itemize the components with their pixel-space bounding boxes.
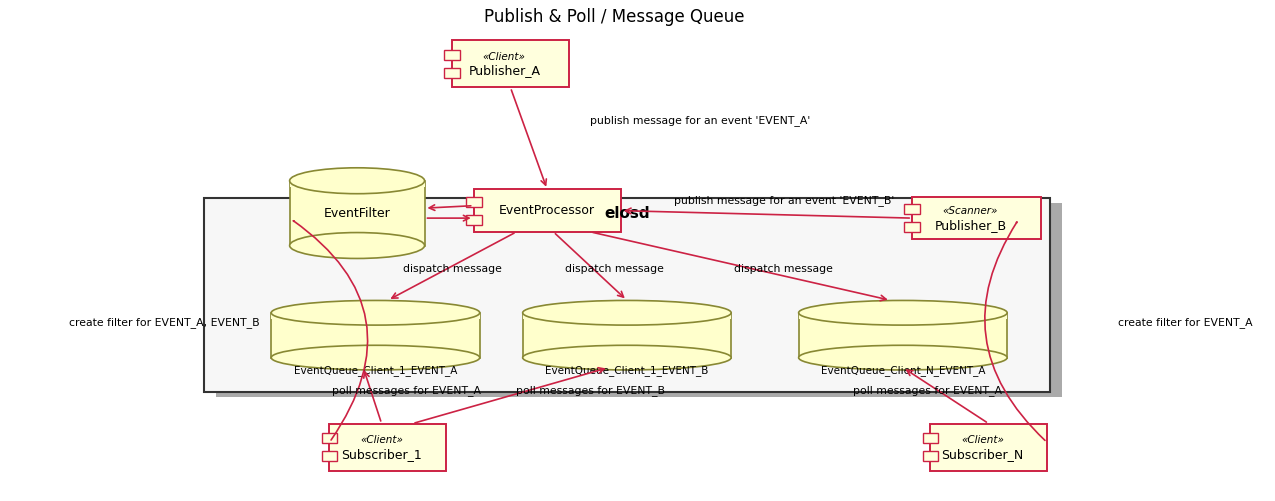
FancyBboxPatch shape xyxy=(473,189,621,232)
Bar xyxy=(798,312,1007,319)
FancyBboxPatch shape xyxy=(904,222,921,232)
Bar xyxy=(523,312,731,319)
Text: elosd: elosd xyxy=(604,205,650,220)
FancyBboxPatch shape xyxy=(923,451,938,461)
Text: Publish & Poll / Message Queue: Publish & Poll / Message Queue xyxy=(484,9,745,27)
Text: EventQueue_Client_1_EVENT_A: EventQueue_Client_1_EVENT_A xyxy=(293,365,458,376)
Text: «Client»: «Client» xyxy=(483,52,525,62)
Ellipse shape xyxy=(272,345,479,370)
Bar xyxy=(798,313,1007,358)
FancyArrowPatch shape xyxy=(984,222,1046,440)
FancyBboxPatch shape xyxy=(444,68,460,78)
FancyBboxPatch shape xyxy=(931,424,1047,471)
Bar xyxy=(272,313,479,358)
FancyBboxPatch shape xyxy=(912,197,1040,239)
FancyBboxPatch shape xyxy=(465,197,482,206)
Text: dispatch message: dispatch message xyxy=(734,265,834,275)
Text: create filter for EVENT_A: create filter for EVENT_A xyxy=(1117,317,1252,328)
Text: poll messages for EVENT_A: poll messages for EVENT_A xyxy=(853,386,1002,396)
Text: «Client»: «Client» xyxy=(961,435,1003,445)
Bar xyxy=(523,313,731,358)
Text: EventQueue_Client_N_EVENT_A: EventQueue_Client_N_EVENT_A xyxy=(821,365,986,376)
Text: publish message for an event 'EVENT_B': publish message for an event 'EVENT_B' xyxy=(673,195,894,206)
Ellipse shape xyxy=(289,232,425,259)
Text: poll messages for EVENT_A: poll messages for EVENT_A xyxy=(332,386,481,396)
FancyBboxPatch shape xyxy=(321,433,338,443)
Text: «Scanner»: «Scanner» xyxy=(942,206,998,216)
Text: publish message for an event 'EVENT_A': publish message for an event 'EVENT_A' xyxy=(590,116,811,126)
Ellipse shape xyxy=(798,301,1007,325)
Ellipse shape xyxy=(523,301,731,325)
Text: Publisher_B: Publisher_B xyxy=(935,218,1006,231)
FancyBboxPatch shape xyxy=(444,50,460,60)
FancyBboxPatch shape xyxy=(453,40,569,87)
Text: Subscriber_N: Subscriber_N xyxy=(941,448,1024,461)
Ellipse shape xyxy=(523,345,731,370)
FancyBboxPatch shape xyxy=(465,214,482,224)
FancyBboxPatch shape xyxy=(321,451,338,461)
Bar xyxy=(289,180,425,187)
Text: Publisher_A: Publisher_A xyxy=(468,64,541,77)
Text: dispatch message: dispatch message xyxy=(403,265,502,275)
Text: EventFilter: EventFilter xyxy=(324,206,390,219)
Ellipse shape xyxy=(289,168,425,194)
Bar xyxy=(272,312,479,319)
Bar xyxy=(289,181,425,245)
Ellipse shape xyxy=(798,345,1007,370)
FancyArrowPatch shape xyxy=(293,221,367,440)
Text: dispatch message: dispatch message xyxy=(565,265,664,275)
Bar xyxy=(215,203,1062,397)
Text: «Client»: «Client» xyxy=(360,435,403,445)
FancyBboxPatch shape xyxy=(904,204,921,214)
Text: poll messages for EVENT_B: poll messages for EVENT_B xyxy=(515,386,664,396)
FancyBboxPatch shape xyxy=(923,433,938,443)
Text: EventProcessor: EventProcessor xyxy=(500,204,595,217)
Text: Subscriber_1: Subscriber_1 xyxy=(342,448,422,461)
FancyBboxPatch shape xyxy=(329,424,446,471)
Ellipse shape xyxy=(272,301,479,325)
Text: create filter for EVENT_A, EVENT_B: create filter for EVENT_A, EVENT_B xyxy=(69,317,260,328)
Text: EventQueue_Client_1_EVENT_B: EventQueue_Client_1_EVENT_B xyxy=(546,365,709,376)
Bar xyxy=(204,198,1051,392)
